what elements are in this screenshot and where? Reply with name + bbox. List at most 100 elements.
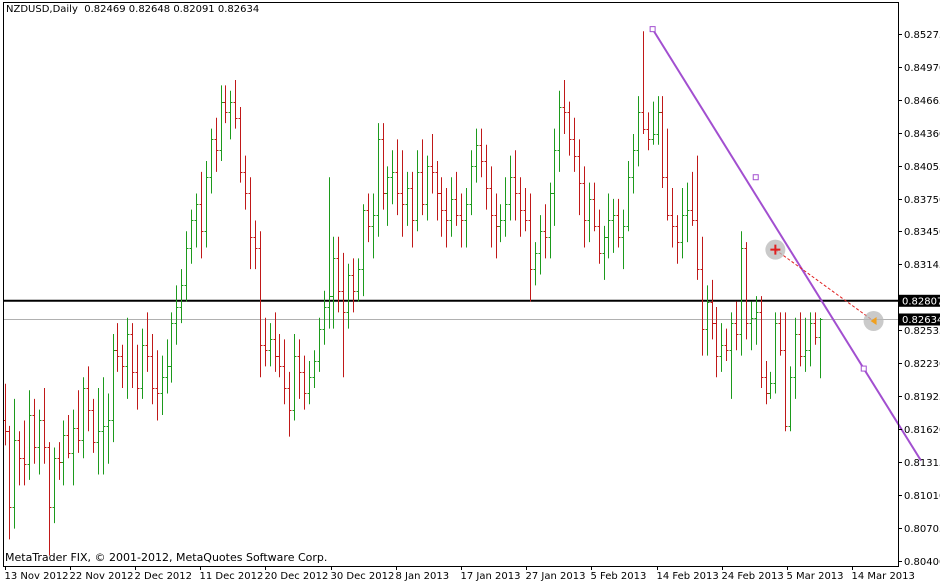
price-bar xyxy=(464,188,469,248)
price-bar xyxy=(356,258,361,302)
price-bar xyxy=(552,128,557,226)
price-bar xyxy=(641,31,646,134)
price-bar xyxy=(263,317,268,367)
price-bar xyxy=(268,323,273,367)
price-bar xyxy=(101,377,106,475)
price-bar xyxy=(538,215,543,275)
price-bar xyxy=(528,193,533,302)
price-bar xyxy=(690,171,695,226)
time-tick-label: 20 Dec 2012 xyxy=(265,571,329,582)
price-bar xyxy=(435,161,440,221)
copyright-text: MetaTrader FIX, © 2001-2012, MetaQuotes … xyxy=(5,551,328,564)
price-bar xyxy=(199,171,204,259)
price-bar xyxy=(371,193,376,259)
price-bar xyxy=(469,150,474,216)
price-bar xyxy=(494,193,499,259)
price-bar xyxy=(606,193,611,259)
price-bar xyxy=(76,390,81,453)
time-tick-label: 17 Jan 2013 xyxy=(461,571,521,582)
price-bar xyxy=(7,425,12,540)
price-bar xyxy=(273,312,278,372)
time-tick-label: 22 Nov 2012 xyxy=(70,571,134,582)
price-bar xyxy=(120,344,125,389)
time-tick-label: 30 Dec 2012 xyxy=(331,571,395,582)
price-tick-label: 0.80705 xyxy=(904,524,940,535)
price-bar xyxy=(611,198,616,253)
trendline-anchor[interactable] xyxy=(649,26,656,33)
time-tick-label: 14 Mar 2013 xyxy=(852,571,915,582)
price-bar xyxy=(808,312,813,367)
price-bar xyxy=(150,333,155,405)
price-bar xyxy=(96,388,101,475)
price-bar xyxy=(724,328,729,362)
price-bar xyxy=(341,252,346,378)
price-bar xyxy=(548,182,553,259)
arrow-left-icon xyxy=(870,317,877,326)
price-bar xyxy=(405,171,410,226)
price-bar xyxy=(47,442,52,556)
price-bar xyxy=(523,188,528,232)
price-bar xyxy=(125,317,130,399)
price-tick-label: 0.83145 xyxy=(904,260,940,271)
time-tick-label: 13 Nov 2012 xyxy=(5,571,69,582)
price-bar xyxy=(302,355,307,410)
trendline-anchor[interactable] xyxy=(752,174,759,181)
price-tick-label: 0.84055 xyxy=(904,162,940,173)
price-bar xyxy=(587,182,592,243)
price-tick-label: 0.84665 xyxy=(904,96,940,107)
price-bar xyxy=(189,209,194,264)
price-bar xyxy=(744,242,749,340)
time-tick-label: 24 Feb 2013 xyxy=(722,571,784,582)
price-bar xyxy=(783,312,788,432)
price-bar xyxy=(557,90,562,172)
price-bar xyxy=(818,317,823,379)
price-bar xyxy=(660,96,665,189)
price-bar xyxy=(788,366,793,432)
price-bar xyxy=(513,150,518,221)
price-bar xyxy=(287,371,292,437)
price-bar xyxy=(444,188,449,248)
trendline-group xyxy=(649,26,922,462)
price-bar xyxy=(155,350,160,421)
price-bar xyxy=(803,317,808,372)
price-bar xyxy=(27,390,32,480)
resistance-trendline[interactable] xyxy=(651,28,922,462)
price-bar xyxy=(282,339,287,405)
price-bar xyxy=(400,150,405,237)
price-bar xyxy=(764,361,769,405)
price-bar xyxy=(749,301,754,351)
price-tick-label: 0.81315 xyxy=(904,458,940,469)
price-bar xyxy=(37,409,42,475)
price-bar xyxy=(631,133,636,194)
price-bar xyxy=(518,177,523,237)
price-bar xyxy=(145,312,150,372)
price-bar xyxy=(376,123,381,237)
price-bar xyxy=(52,447,57,524)
price-bar xyxy=(680,188,685,259)
projection-line[interactable] xyxy=(775,249,874,322)
price-bar xyxy=(66,415,71,459)
price-bar xyxy=(714,306,719,378)
price-bar xyxy=(439,177,444,237)
price-bar xyxy=(621,209,626,270)
price-bar xyxy=(3,383,8,446)
price-bar xyxy=(390,150,395,205)
price-bar xyxy=(700,236,705,356)
price-bar xyxy=(572,117,577,172)
price-bar xyxy=(665,128,670,221)
price-bar xyxy=(734,301,739,351)
price-bar xyxy=(209,128,214,194)
price-bar xyxy=(238,106,243,183)
price-bar xyxy=(57,442,62,480)
trendline-anchor[interactable] xyxy=(860,365,867,372)
price-bar xyxy=(111,333,116,443)
price-bar xyxy=(685,182,690,243)
price-bar xyxy=(91,398,96,453)
price-bar xyxy=(454,171,459,226)
